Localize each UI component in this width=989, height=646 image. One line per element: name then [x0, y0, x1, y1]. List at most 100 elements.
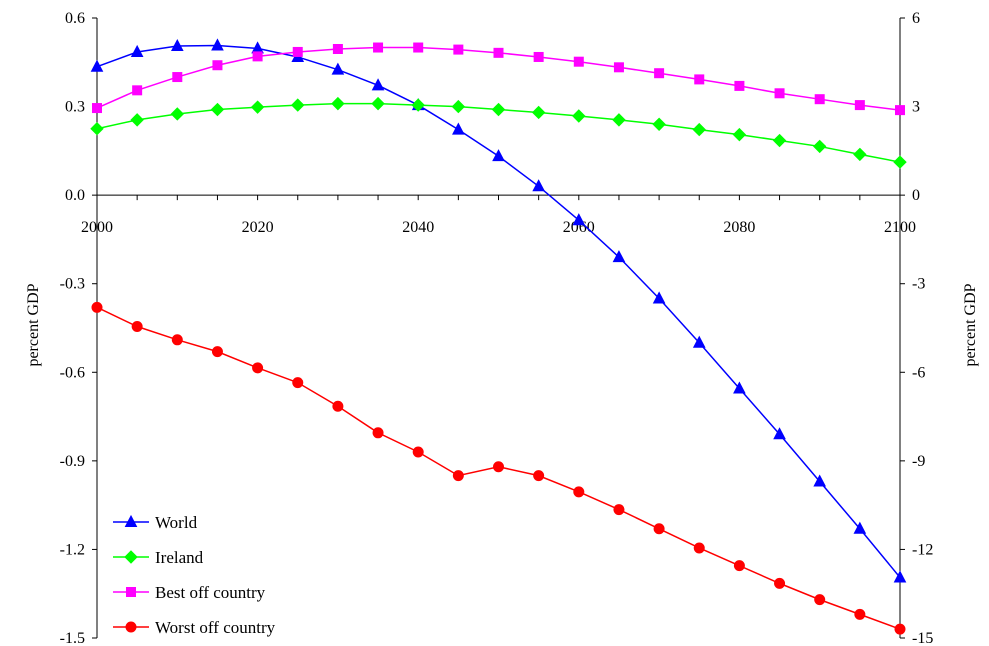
data-point: [533, 470, 545, 482]
data-point: [371, 96, 385, 111]
y-left-tick-label: 0.6: [65, 10, 85, 27]
data-point: [531, 105, 546, 120]
data-point: [893, 155, 907, 169]
data-point: [171, 334, 183, 346]
data-point: [211, 346, 223, 358]
data-point: [654, 68, 665, 79]
data-point: [90, 59, 104, 72]
data-point: [772, 133, 787, 148]
data-point: [734, 80, 745, 91]
data-point: [692, 335, 706, 348]
legend-label: Worst off country: [155, 618, 276, 637]
data-point: [491, 102, 506, 117]
y-right-tick-label: -12: [912, 541, 933, 558]
y-axis-left-title: percent GDP: [25, 283, 42, 366]
legend-item: Ireland: [113, 548, 204, 567]
data-point: [291, 98, 305, 112]
data-point: [814, 94, 825, 105]
data-point: [451, 99, 466, 114]
data-point: [411, 98, 425, 112]
y-right-tick-label: 6: [912, 10, 920, 27]
data-point: [813, 474, 827, 487]
data-point: [412, 446, 424, 458]
series-world: [90, 38, 907, 583]
data-point: [572, 109, 586, 123]
y-left-tick-label: -0.6: [60, 364, 85, 381]
data-point: [132, 85, 143, 96]
data-point: [572, 213, 586, 226]
series-best-off-country: [92, 42, 905, 116]
data-point: [573, 56, 584, 67]
data-point: [91, 301, 103, 313]
data-point: [652, 291, 666, 304]
legend-marker: [124, 550, 138, 564]
y-right-tick-label: -9: [912, 453, 925, 470]
data-point: [332, 44, 343, 54]
data-point: [854, 608, 866, 620]
legend-marker: [124, 514, 138, 527]
data-point: [331, 62, 345, 75]
data-point: [895, 105, 905, 116]
data-point: [131, 321, 143, 333]
data-point: [130, 44, 144, 57]
y-left-tick-label: -0.9: [60, 453, 85, 470]
y-right-tick-label: -3: [912, 276, 925, 293]
legend-marker: [126, 587, 136, 597]
data-point: [492, 149, 505, 162]
data-point: [252, 362, 264, 374]
data-point: [292, 377, 304, 389]
data-point: [613, 504, 625, 516]
data-point: [733, 560, 745, 572]
data-point: [853, 147, 867, 162]
legend: World Ireland Best off country Worst off co…: [113, 513, 276, 637]
data-point: [612, 250, 626, 263]
y-right-tick-label: 3: [912, 99, 920, 116]
y-left-tick-label: 0.3: [65, 99, 85, 116]
data-point: [332, 400, 344, 412]
data-point: [372, 427, 384, 439]
data-point: [373, 42, 384, 53]
data-point: [732, 127, 747, 142]
data-point: [452, 122, 465, 135]
legend-label: Ireland: [155, 548, 204, 567]
data-point: [733, 381, 746, 394]
y-right-tick-label: -6: [912, 364, 925, 381]
x-tick-label: 2080: [723, 219, 755, 236]
series-line: [96, 44, 901, 578]
series-worst-off-country: [91, 301, 906, 635]
data-point: [854, 100, 865, 111]
data-point: [130, 113, 144, 127]
y-left-tick-label: -0.3: [60, 276, 85, 293]
data-point: [250, 100, 265, 114]
data-point: [533, 51, 544, 62]
data-point: [653, 523, 665, 535]
x-tick-label: 2020: [242, 219, 274, 236]
data-point: [814, 594, 826, 606]
data-point: [652, 117, 666, 131]
data-point: [292, 46, 303, 57]
legend-label: World: [155, 513, 198, 532]
legend-label: Best off country: [155, 583, 266, 602]
data-point: [692, 122, 706, 137]
data-point: [693, 542, 705, 554]
x-tick-label: 2060: [563, 219, 595, 236]
data-point: [170, 38, 184, 52]
data-point: [573, 486, 585, 498]
data-point: [90, 122, 104, 136]
x-tick-label: 2000: [81, 219, 113, 236]
y-axis-right-title: percent GDP: [962, 283, 979, 366]
data-point: [210, 102, 225, 117]
data-point: [371, 78, 385, 91]
data-point: [493, 461, 504, 473]
data-point: [613, 62, 624, 73]
data-point: [170, 107, 185, 121]
data-point: [894, 623, 906, 635]
x-tick-label: 2100: [884, 219, 916, 236]
tick-labels: 0.6 6 0.3 3 0.0 0 -0.3 -3 -0.6 -6 -0.9 -9 -1.2 -12 -1.…: [60, 10, 934, 646]
legend-item: Worst off country: [113, 618, 276, 637]
y-left-tick-label: 0.0: [65, 187, 85, 204]
data-point: [413, 42, 424, 53]
data-point: [853, 521, 867, 534]
data-point: [92, 103, 102, 114]
